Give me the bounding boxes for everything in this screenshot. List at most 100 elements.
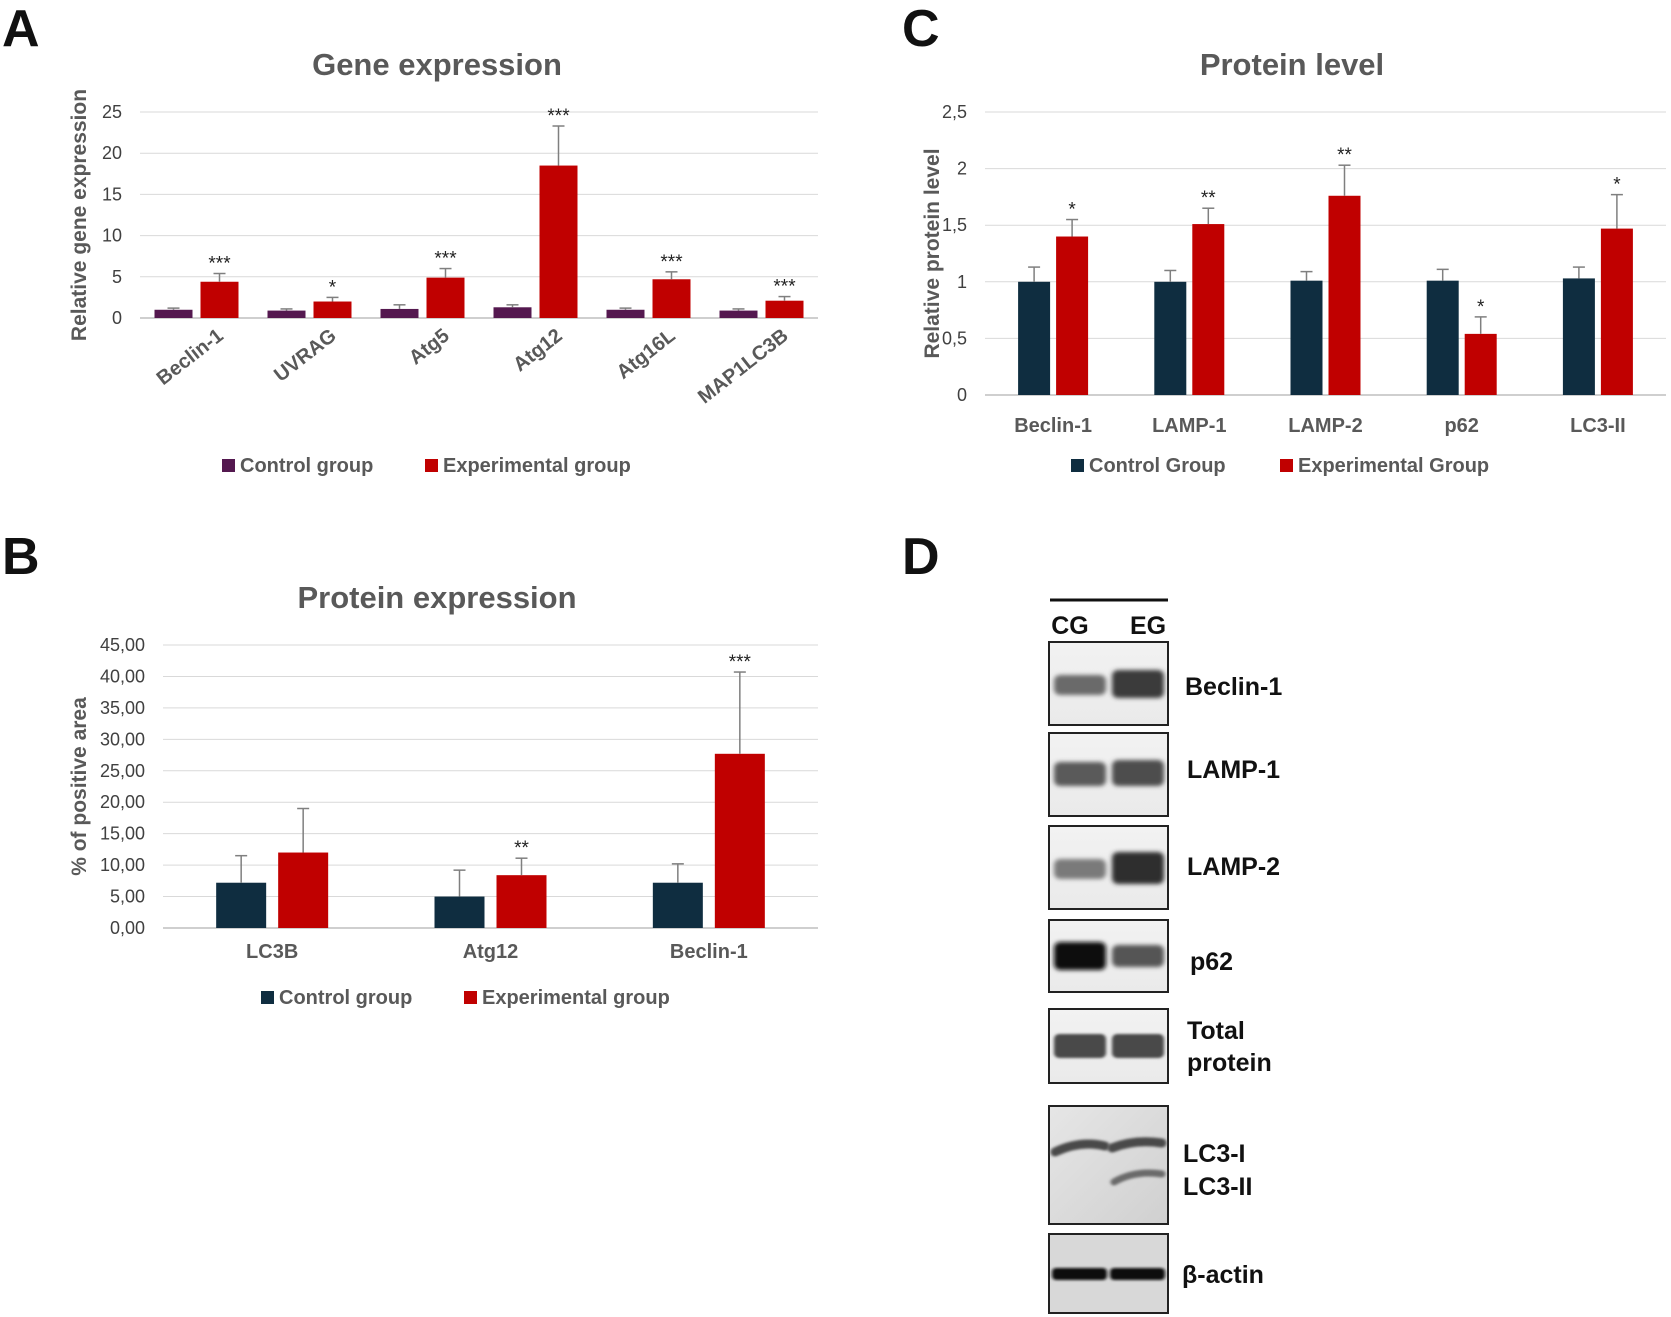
- y-tick-label: 0,5: [942, 328, 967, 348]
- legend-swatch: [1071, 459, 1084, 472]
- band-eg: [1112, 670, 1164, 698]
- x-tick-label: LC3-II: [1570, 415, 1626, 437]
- significance-label: ***: [660, 252, 683, 273]
- y-tick-label: 15: [102, 184, 122, 204]
- western-blot: CG EG Beclin-1 LAMP-1 LAMP-2 p62: [1048, 598, 1282, 1314]
- bar-control: [719, 310, 758, 318]
- chart-title: Protein level: [1200, 47, 1384, 82]
- band-cg: [1054, 1034, 1106, 1058]
- y-tick-label: 20,00: [100, 792, 145, 812]
- significance-label: ***: [434, 249, 457, 270]
- y-tick-label: 40,00: [100, 666, 145, 686]
- bar-experimental: [313, 301, 352, 318]
- bar-experimental: [1056, 236, 1089, 395]
- blot-label-beta-actin: β-actin: [1182, 1261, 1264, 1289]
- x-tick-label: Atg12: [463, 941, 519, 963]
- chart-protein-expression: Protein expression % of positive area 0,00…: [68, 580, 818, 1009]
- bar-experimental: [1328, 195, 1361, 395]
- blot-total-protein: [1048, 1008, 1169, 1084]
- y-tick-label: 2: [957, 159, 967, 179]
- x-tick-label: Beclin-1: [670, 941, 748, 963]
- blot-label-beclin-1: Beclin-1: [1185, 673, 1282, 701]
- band-eg: [1110, 1268, 1165, 1280]
- y-tick-label: 20: [102, 143, 122, 163]
- x-tick-label: MAP1LC3B: [694, 325, 792, 409]
- y-tick-label: 0: [112, 308, 122, 328]
- x-tick-label: Atg16L: [613, 325, 680, 384]
- bar-experimental: [1600, 228, 1633, 395]
- bar-experimental: [652, 279, 691, 318]
- bar-control: [493, 307, 532, 318]
- lane-label-eg: EG: [1130, 612, 1166, 640]
- x-tick-label: Atg5: [405, 325, 454, 370]
- band-cg: [1052, 1268, 1107, 1280]
- panel-letter-a: A: [2, 0, 40, 58]
- blot-label-lc3-i: LC3-I: [1183, 1140, 1246, 1168]
- significance-label: ***: [729, 652, 752, 673]
- bar-experimental: [765, 300, 804, 318]
- significance-label: ***: [208, 254, 231, 275]
- y-axis-label: Relative protein level: [921, 148, 944, 358]
- y-tick-label: 10: [102, 226, 122, 246]
- significance-label: ***: [773, 277, 796, 298]
- legend-label: Experimental group: [443, 455, 631, 477]
- x-tick-label: Atg12: [509, 325, 566, 377]
- bar-control: [1562, 278, 1595, 395]
- x-tick-label: UVRAG: [270, 325, 340, 387]
- lane-label-cg: CG: [1051, 612, 1089, 640]
- y-tick-label: 2,5: [942, 102, 967, 122]
- band-eg: [1112, 1034, 1164, 1058]
- bar-control: [652, 882, 703, 928]
- band-lc3-i-cg: [1050, 1139, 1110, 1157]
- band-cg: [1054, 859, 1106, 879]
- legend-swatch: [261, 991, 274, 1004]
- y-axis-label: % of positive area: [68, 697, 91, 876]
- bar-control: [606, 309, 645, 318]
- x-tick-label: Beclin-1: [1014, 415, 1092, 437]
- band-cg: [1054, 675, 1106, 695]
- chart-protein-level: Protein level Relative protein level 0 0,5 1…: [921, 47, 1666, 477]
- blot-label-lamp-2: LAMP-2: [1187, 853, 1280, 881]
- y-axis-label: Relative gene expression: [68, 89, 91, 341]
- bar-control: [154, 309, 193, 318]
- x-tick-label: p62: [1444, 415, 1478, 437]
- band-cg: [1054, 942, 1106, 970]
- blot-label-p62: p62: [1190, 948, 1233, 976]
- y-tick-label: 25: [102, 102, 122, 122]
- panel-letter-c: C: [902, 0, 940, 58]
- blot-label-total-line1: Total: [1187, 1017, 1245, 1045]
- bar-experimental: [714, 753, 765, 928]
- legend-label: Control group: [279, 987, 412, 1009]
- significance-label: *: [329, 277, 337, 298]
- y-tick-label: 0,00: [110, 918, 145, 938]
- blot-beclin-1: [1048, 641, 1169, 726]
- legend-label: Control Group: [1089, 455, 1226, 477]
- bar-control: [1290, 280, 1323, 395]
- legend-swatch: [1280, 459, 1293, 472]
- x-tick-label: LAMP-2: [1288, 415, 1362, 437]
- band-eg: [1112, 852, 1164, 884]
- blot-label-lc3-ii: LC3-II: [1183, 1173, 1252, 1201]
- bar-control: [434, 896, 485, 928]
- bar-experimental: [539, 165, 578, 318]
- bar-control: [267, 310, 306, 318]
- chart-gene-expression: Gene expression Relative gene expression 0…: [68, 47, 818, 477]
- y-tick-label: 30,00: [100, 729, 145, 749]
- x-tick-label: Beclin-1: [153, 325, 228, 390]
- legend-label: Control group: [240, 455, 373, 477]
- y-tick-label: 1,5: [942, 215, 967, 235]
- y-tick-label: 25,00: [100, 761, 145, 781]
- y-tick-label: 35,00: [100, 698, 145, 718]
- bar-experimental: [426, 277, 465, 318]
- bar-control: [1154, 281, 1187, 395]
- bar-experimental: [278, 852, 329, 928]
- panel-letter-b: B: [2, 528, 40, 586]
- significance-label: **: [1201, 188, 1216, 209]
- y-tick-label: 10,00: [100, 855, 145, 875]
- band-lc3-ii-eg: [1110, 1169, 1166, 1186]
- band-eg: [1112, 760, 1164, 786]
- blot-lamp-1: [1048, 732, 1169, 817]
- band-eg: [1112, 945, 1164, 967]
- bar-experimental: [496, 875, 547, 928]
